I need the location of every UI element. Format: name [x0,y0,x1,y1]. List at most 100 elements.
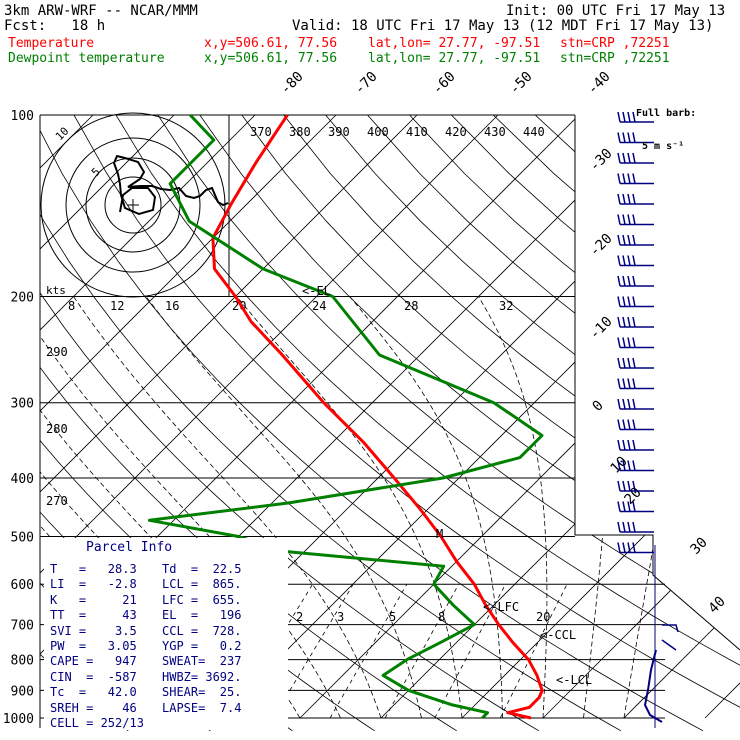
parcel-info-row: K = 21 LFC = 655. [50,593,290,607]
hodo-scale-label: 24 [312,299,326,313]
parcel-info-left: CIN = -587 [50,669,137,684]
wind-barb-flag [622,542,626,553]
pressure-label: 700 [11,619,34,634]
parcel-info-left: CELL = 252/13 [50,716,144,730]
wind-barb-low [643,649,663,723]
mixing-ratio-label: 3 [337,610,344,624]
hodo-scale-label: 8 [68,299,75,313]
dry-adiabat-line [40,115,704,732]
dewpoint-latlon: lat,lon= 27.77, -97.51 [368,51,541,66]
wind-barb-flag [622,460,626,471]
temperature-latlon: lat,lon= 27.77, -97.51 [368,36,541,51]
isotherm-label: -30 [587,146,616,175]
wind-barb-flag [617,521,621,533]
wind-barb-flag [622,173,626,184]
mixing-ratio-label: 20 [536,610,550,624]
wind-barb-flag [632,480,636,492]
wind-barb-flag [632,275,636,287]
theta-side-label: 290 [46,345,68,359]
parcel-info-row: SREH = 46 LAPSE= 7.4 [50,701,290,715]
frame [39,114,740,728]
wind-barb-flag [627,234,631,246]
isotherm-line [40,115,175,719]
dry-adiabat-line [40,115,622,732]
dry-adiabat-line [241,115,740,732]
isotherm-line [40,115,418,719]
parcel-info-right: LAPSE= 7.4 [162,700,242,715]
isotherm-line [40,115,499,719]
wind-barb-flag [617,501,621,512]
dry-adiabat-line [40,115,540,732]
wind-barb-flag [617,234,621,246]
moist-adiabat-line [478,296,548,719]
wind-barb-flag [627,111,631,123]
hodo-unit-label: kts [46,284,66,297]
profiles [147,115,544,720]
wind-barb-flag [627,521,631,533]
wind-barb-flag [632,357,636,369]
hodo-scale-label: 12 [110,299,124,313]
parcel-info-left: T = 28.3 [50,562,137,576]
wind-barb-flag [622,398,626,410]
theta-side-label: 280 [46,422,68,436]
theta-label: 440 [523,125,545,139]
level-annotation: <-CCL [540,628,576,642]
pressure-label: 500 [11,530,34,545]
temperature-xy: x,y=506.61, 77.56 [204,36,338,51]
theta-side-label: 270 [46,494,68,508]
wind-barb-flag [627,501,631,512]
parcel-info-row: LI = -2.8 LCL = 865. [50,577,290,591]
hodo-ring-label: 10 [53,125,72,144]
wind-barb-flag [627,419,631,430]
parcel-info-left: TT = 43 [50,608,137,623]
wind-barb-flag [617,296,621,307]
parcel-info-left: CAPE = 947 [50,654,137,669]
isotherm-line [40,115,337,719]
wind-barb-flag [627,439,631,451]
parcel-info-right: SWEAT= 237 [162,654,242,669]
parcel-info-row: T = 28.3 Td = 22.5 [50,562,290,576]
parcel-info-right: SHEAR= 25. [162,685,242,700]
wind-barb-flag [617,132,621,143]
wind-barb-flag [617,378,621,389]
wind-barb-flag [622,132,626,143]
mixing-ratio-label: 8 [438,610,445,624]
hodo-ring [104,176,162,234]
isotherm-label: -60 [430,69,459,98]
parcel-info-row: Tc = 42.0 SHEAR= 25. [50,685,290,699]
init-time: Init: 00 UTC Fri 17 May 13 [506,3,726,19]
isotherm-line [461,115,740,719]
temperature-station: stn=CRP ,72251 [560,36,670,51]
wind-barb-flag [632,255,636,266]
wind-barb-flag [632,460,636,471]
wind-barb-flag [617,214,621,225]
wind-barb-flag [632,193,636,205]
mixing-ratio-line [329,584,408,719]
wind-barb-flag [627,255,631,266]
isotherm-line [542,115,740,719]
wind-barb-flag [617,460,621,471]
parcel-info-panel: Parcel Info T = 28.3 Td = 22.5 LI = -2.8 LC… [44,538,288,730]
moist-adiabat-line [583,296,609,719]
theta-label: 410 [406,125,428,139]
wind-barb-flag [622,275,626,287]
wind-barb-flag [627,542,631,553]
parcel-info-right: Td = 22.5 [162,562,242,576]
wind-barb-flag [632,337,636,348]
isotherm-label: 0 [590,398,607,415]
isotherm-label: -50 [507,69,536,98]
wind-barb-flag [632,521,636,533]
parcel-info-row: TT = 43 EL = 196 [50,608,290,622]
isotherm-label: 30 [688,535,711,558]
parcel-info-row: SVI = 3.5 CCL = 728. [50,624,290,638]
wind-barb-flag [622,501,626,512]
parcel-info-right: CCL = 728. [162,623,242,638]
wind-barb-flag [632,439,636,451]
hodo-ring-label: 5 [89,165,103,179]
parcel-info-right: EL = 196 [162,608,242,623]
wind-barb-flag [627,480,631,492]
parcel-info-left: SVI = 3.5 [50,623,137,638]
wind-barb-flag [627,337,631,348]
wind-barb-flag [622,480,626,492]
